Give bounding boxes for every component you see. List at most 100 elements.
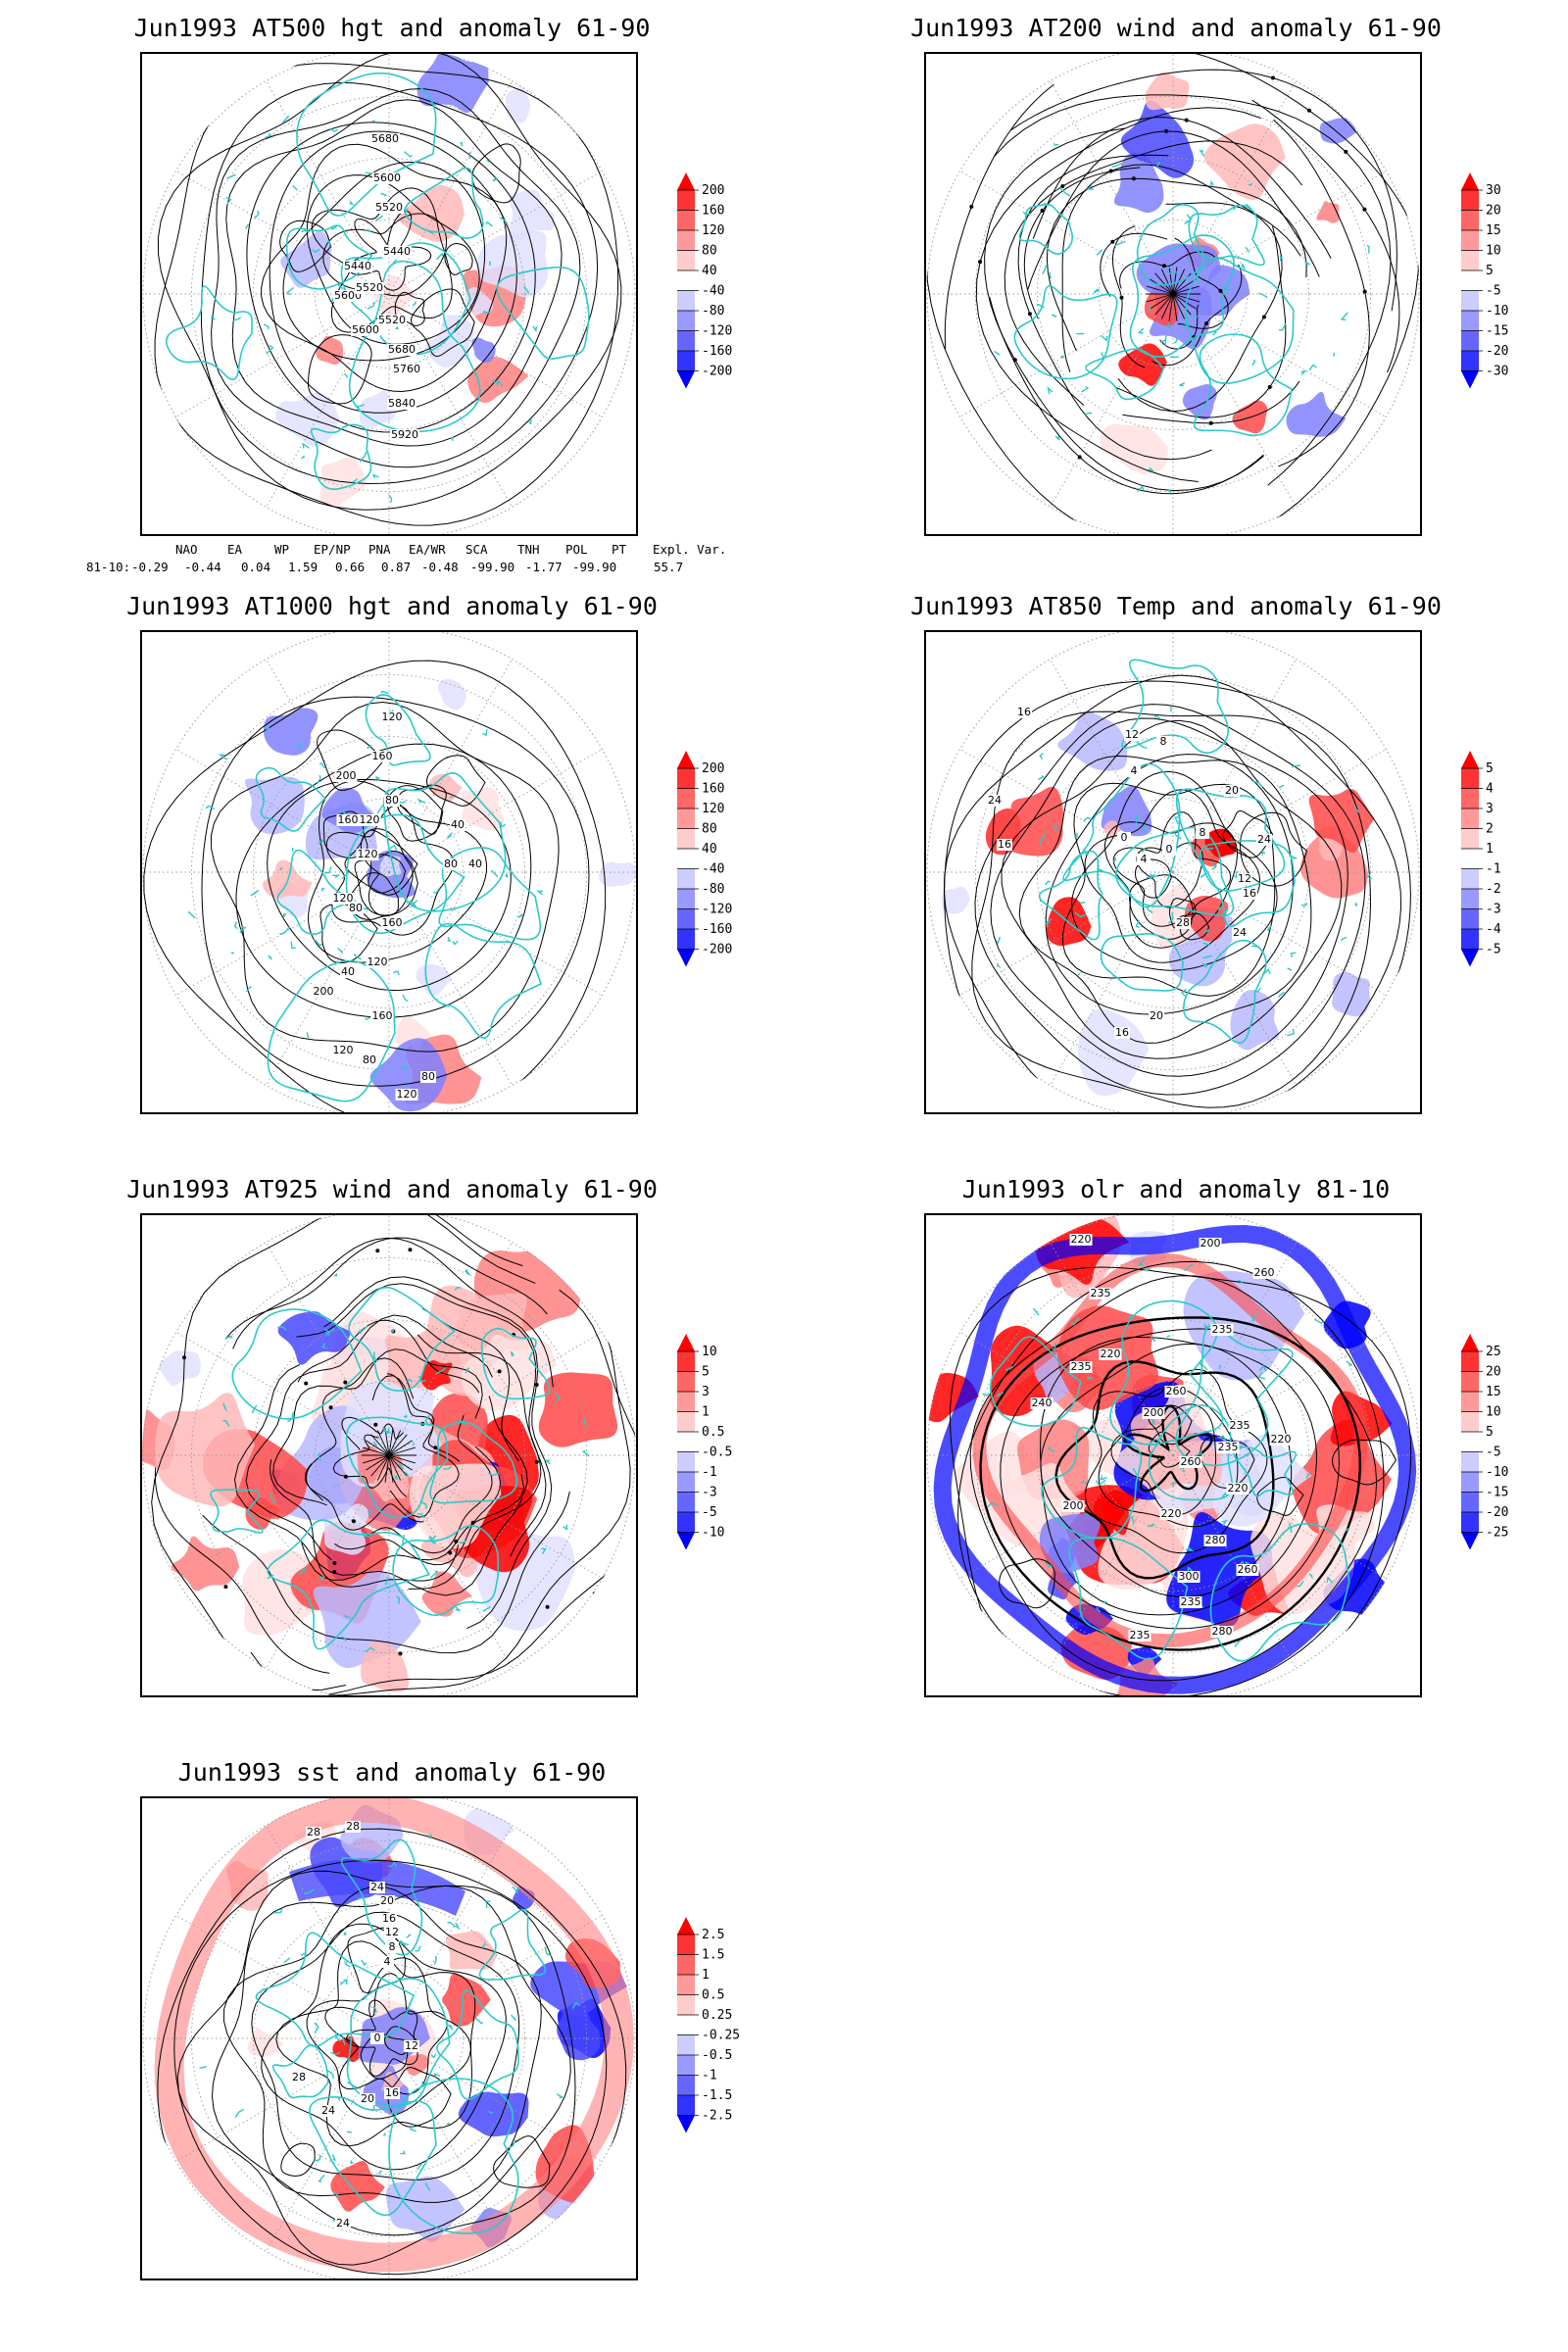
contour-label-bg <box>374 202 404 214</box>
streamline <box>154 1467 330 1674</box>
coastline <box>416 2163 422 2171</box>
streamline-arrow <box>1307 108 1311 113</box>
colorbar-label: 80 <box>702 822 717 837</box>
contour-line <box>411 288 475 357</box>
colorbar-swatch <box>1461 1351 1479 1372</box>
contour-label: 80 <box>421 1070 435 1083</box>
coastline <box>424 922 543 1040</box>
meridian <box>388 748 604 873</box>
streamline <box>376 1454 390 1481</box>
coastline <box>510 1350 515 1357</box>
colorbar-label: -160 <box>702 344 732 359</box>
coastline <box>245 985 252 993</box>
coastline <box>1085 348 1165 401</box>
contour-label: 80 <box>349 902 363 914</box>
streamline <box>1172 293 1178 321</box>
coastline <box>239 926 247 934</box>
contour-label: 5680 <box>371 132 399 145</box>
meridian <box>1172 658 1298 873</box>
streamline-arrow <box>1108 169 1113 173</box>
anomaly-shade <box>159 1350 202 1387</box>
anomaly-shade <box>1100 423 1168 474</box>
coastline <box>482 729 488 737</box>
coastline <box>345 1416 449 1519</box>
coastline <box>1044 1561 1053 1569</box>
streamline <box>305 1357 415 1501</box>
coastline <box>199 2066 208 2069</box>
contour-label: 40 <box>451 818 465 831</box>
coastline <box>454 1287 462 1291</box>
colorbar-label: 20 <box>1486 1365 1501 1380</box>
coastline <box>314 2022 319 2034</box>
coastline <box>1047 385 1054 395</box>
colorbar-label: -200 <box>702 365 732 379</box>
equator-circle <box>142 1215 636 1695</box>
streamline-arrow <box>408 1248 413 1252</box>
coastline <box>1262 968 1272 976</box>
contour-label: 200 <box>1200 1237 1221 1250</box>
contour-line <box>173 1859 608 2276</box>
contour-label-bg <box>997 839 1012 851</box>
coastline <box>286 286 295 296</box>
contour-line <box>225 99 563 447</box>
contour-label-bg <box>1156 736 1170 748</box>
meridian <box>1049 79 1174 295</box>
coastline <box>1083 848 1089 856</box>
anomaly-shade <box>437 678 466 710</box>
colorbar-arrow-bottom <box>677 949 695 967</box>
coastline <box>982 1393 990 1396</box>
panel-wind200: Jun1993 AT200 wind and anomaly 61-90 30 2… <box>784 0 1568 588</box>
contour-label: 12 <box>1125 728 1139 741</box>
anomaly-shade <box>277 1311 352 1365</box>
contour-label: 240 <box>1032 1396 1053 1409</box>
coastline <box>1296 1580 1304 1588</box>
contour-label-bg <box>390 429 419 441</box>
streamline <box>376 1430 390 1456</box>
colorbar-swatch <box>1461 868 1479 889</box>
coastline <box>1180 988 1187 997</box>
colorbar-swatch <box>1461 210 1479 230</box>
coastline <box>996 936 1002 946</box>
coastline <box>517 913 523 918</box>
contour-line <box>493 2135 551 2188</box>
contour-label-bg <box>387 344 416 356</box>
coastline <box>395 1976 403 1980</box>
contour-line <box>275 1940 476 2147</box>
streamline-arrow <box>497 1369 502 1374</box>
coastline <box>485 220 493 227</box>
coastline <box>205 805 216 810</box>
colorbar: 200 160 120 80 40 -40 -80 -120 -160 -200 <box>677 172 732 389</box>
contour-label: 24 <box>988 794 1002 807</box>
coastline <box>347 2082 358 2088</box>
coastline <box>417 1513 425 1519</box>
anomaly-shade <box>1077 1008 1150 1097</box>
colorbar-label: -5 <box>1486 943 1501 957</box>
streamline <box>202 1491 570 1654</box>
coastline <box>348 1286 457 1392</box>
colorbar-swatch <box>677 2075 695 2095</box>
anomaly-shade <box>1047 897 1092 947</box>
panel-title: Jun1993 AT925 wind and anomaly 61-90 <box>126 1175 658 1203</box>
coastline <box>357 404 365 411</box>
anomaly-shade <box>1319 118 1357 144</box>
coastline <box>428 1535 436 1541</box>
meridian <box>388 79 514 295</box>
coastline <box>1059 355 1065 359</box>
contour-label: 24 <box>370 1881 384 1893</box>
coastline <box>528 417 532 425</box>
contour-label-bg <box>291 2072 307 2083</box>
coastline <box>343 1614 352 1619</box>
contour-label: 16 <box>1115 1026 1129 1039</box>
coastline <box>1074 911 1086 918</box>
coastline <box>1258 1364 1267 1372</box>
coastline <box>1266 925 1272 932</box>
streamline-arrow <box>1077 455 1082 460</box>
contour-label-bg <box>1226 1483 1250 1494</box>
coastline <box>403 1414 408 1418</box>
coastline <box>1150 873 1155 879</box>
coastline <box>387 844 398 851</box>
coastline <box>418 1375 426 1383</box>
streamline <box>250 1301 631 1695</box>
contour-label: 200 <box>336 769 357 782</box>
